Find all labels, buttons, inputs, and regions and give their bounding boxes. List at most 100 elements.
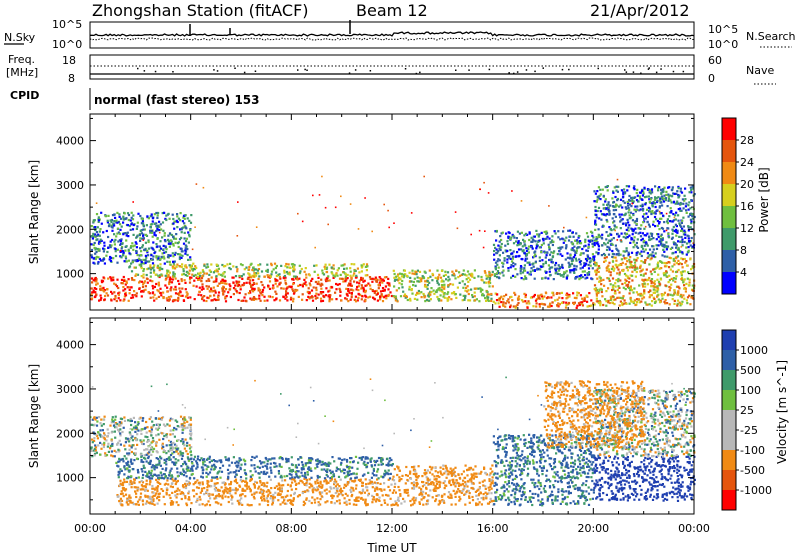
heatmap-cell — [129, 228, 132, 231]
heatmap-cell — [532, 265, 535, 268]
heatmap-cell — [255, 268, 258, 271]
heatmap-cell — [365, 486, 368, 489]
heatmap-cell — [116, 443, 119, 446]
heatmap-cell — [208, 289, 211, 293]
heatmap-cell — [113, 220, 116, 223]
heatmap-cell — [97, 216, 100, 219]
heatmap-cell — [345, 298, 348, 301]
heatmap-cell — [611, 288, 614, 292]
heatmap-cell — [514, 306, 517, 309]
heatmap-cell — [163, 434, 166, 438]
heatmap-cell — [611, 265, 614, 268]
heatmap-cell — [451, 274, 454, 277]
heatmap-cell — [677, 290, 680, 293]
heatmap-cell — [95, 451, 98, 454]
heatmap-cell — [138, 417, 141, 420]
heatmap-cell — [199, 271, 202, 274]
heatmap-cell — [161, 252, 164, 255]
heatmap-cell — [119, 499, 122, 502]
heatmap-cell — [623, 188, 626, 191]
heatmap-cell — [635, 209, 638, 212]
heatmap-cell — [639, 191, 642, 194]
heatmap-cell — [595, 251, 598, 254]
heatmap-cell — [572, 235, 575, 238]
heatmap-cell — [329, 486, 332, 489]
heatmap-cell — [260, 270, 264, 273]
heatmap-cell — [191, 273, 194, 276]
heatmap-cell — [625, 249, 628, 252]
heatmap-cell — [103, 244, 106, 247]
colorbar-tick-label: 4 — [740, 266, 747, 279]
heatmap-cell — [573, 271, 576, 274]
heatmap-cell — [150, 434, 153, 437]
heatmap-cell — [465, 286, 468, 289]
heatmap-cell — [252, 297, 255, 300]
heatmap-cell — [594, 205, 597, 209]
heatmap-cell — [511, 260, 514, 263]
heatmap-cell — [550, 240, 553, 244]
heatmap-cell — [671, 265, 674, 268]
heatmap-cell — [575, 232, 578, 235]
heatmap-cell — [131, 428, 134, 431]
heatmap-cell — [150, 213, 153, 216]
freq-dot — [455, 69, 457, 71]
heatmap-cell — [603, 254, 607, 257]
heatmap-cell — [222, 272, 225, 275]
heatmap-cell — [399, 278, 402, 281]
heatmap-cell — [95, 213, 99, 216]
heatmap-cell — [162, 445, 165, 449]
heatmap-cell — [681, 300, 684, 303]
heatmap-cell — [386, 494, 389, 497]
heatmap-cell — [184, 497, 187, 500]
heatmap-cell — [640, 198, 643, 201]
heatmap-cell — [500, 238, 503, 242]
heatmap-cell — [614, 285, 617, 288]
heatmap-cell — [656, 199, 659, 203]
heatmap-cell — [639, 231, 642, 234]
heatmap-cell — [224, 486, 227, 489]
heatmap-cell — [228, 266, 231, 270]
heatmap-cell — [349, 267, 352, 270]
heatmap-cell — [436, 269, 439, 272]
heatmap-cell — [152, 494, 155, 497]
heatmap-cell — [168, 278, 171, 281]
heatmap-cell — [166, 423, 169, 426]
heatmap-cell — [589, 260, 592, 263]
heatmap-cell — [534, 240, 537, 243]
heatmap-cell — [547, 264, 550, 267]
heatmap-cell — [175, 501, 178, 504]
heatmap-cell — [690, 222, 693, 225]
heatmap-cell — [464, 289, 467, 292]
heatmap-cell — [99, 441, 102, 444]
heatmap-cell — [238, 503, 241, 506]
heatmap-cell — [130, 211, 133, 214]
heatmap-cell — [201, 483, 204, 486]
heatmap-cell — [663, 300, 666, 303]
heatmap-cell — [319, 503, 322, 506]
heatmap-cell — [618, 271, 621, 274]
heatmap-cell — [635, 301, 639, 304]
heatmap-cell — [154, 273, 157, 276]
heatmap-cell — [260, 281, 263, 284]
heatmap-cell — [305, 273, 308, 276]
heatmap-cell — [487, 293, 491, 296]
heatmap-cell — [581, 276, 584, 279]
heatmap-cell — [655, 218, 658, 221]
heatmap-cell — [672, 219, 675, 222]
heatmap-cell — [223, 490, 226, 493]
heatmap-cell — [612, 284, 615, 287]
heatmap-cell — [251, 283, 254, 287]
heatmap-cell — [304, 490, 307, 493]
heatmap-cell — [676, 302, 679, 305]
heatmap-cell — [168, 280, 172, 283]
heatmap-cell — [131, 259, 134, 262]
heatmap-cell — [619, 279, 622, 282]
heatmap-cell — [277, 492, 280, 495]
heatmap-cell — [690, 191, 693, 194]
heatmap-cell — [641, 294, 644, 297]
heatmap-cell — [147, 267, 150, 270]
heatmap-cell — [643, 186, 646, 189]
heatmap-cell — [401, 286, 404, 289]
heatmap-cell — [663, 250, 666, 253]
heatmap-cell — [208, 485, 211, 488]
